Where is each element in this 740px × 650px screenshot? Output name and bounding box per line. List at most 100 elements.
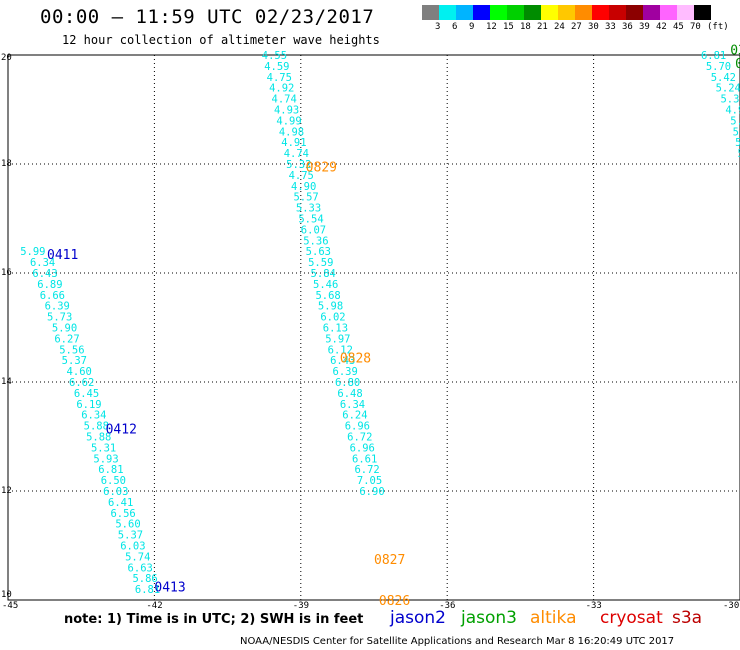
satellite-label-s3a: s3a	[672, 608, 703, 628]
wave-height-label: 6.81	[701, 50, 726, 62]
lat-tick-label: 14	[1, 377, 12, 387]
wave-height-label: 6.89	[37, 279, 62, 291]
legend-label: 3	[435, 22, 441, 32]
wave-height-label: 6.24	[342, 410, 367, 422]
legend-labels: 3 6 9 12 15 18 21 24 27 30 33 36 39 42 45 70 (ft)	[422, 20, 729, 34]
page-subtitle: 12 hour collection of altimeter wave hei…	[62, 33, 380, 47]
wave-height-label: 6.34	[81, 410, 106, 422]
wave-height-label: 5.3	[733, 126, 740, 138]
wave-height-label: 6.34	[340, 399, 365, 411]
wave-height-label: 6.39	[45, 301, 70, 313]
wave-height-label: 5.57	[293, 192, 318, 204]
legend-swatch	[541, 5, 558, 20]
legend-swatch	[490, 5, 507, 20]
wave-height-label: 5.84	[311, 268, 336, 280]
legend-swatch	[609, 5, 626, 20]
wave-height-label: 5.46	[313, 279, 338, 291]
legend-swatch	[422, 5, 439, 20]
wave-height-label: 5.6	[735, 137, 740, 149]
lon-tick-label: -39	[292, 601, 310, 611]
wave-height-label: 5.	[738, 148, 740, 160]
wave-height-label: 6.02	[320, 312, 345, 324]
wave-height-label: 4.90	[291, 181, 316, 193]
lon-tick-label: -30	[723, 601, 740, 611]
pass-time-label: 0411	[47, 248, 78, 263]
legend-label: 24	[554, 22, 565, 32]
wave-height-label: 5.86	[132, 573, 157, 585]
legend-label: 6	[452, 22, 458, 32]
wave-height-label: 6.27	[54, 333, 79, 345]
wave-height-label: 6.50	[101, 475, 126, 487]
legend-swatch	[456, 5, 473, 20]
pass-time-label: 0826	[379, 594, 410, 609]
lon-tick-label: -45	[2, 601, 19, 611]
legend-label: 70	[690, 22, 701, 32]
wave-height-label: 6.96	[350, 442, 375, 454]
legend-label: 18	[520, 22, 531, 32]
satellite-label-jason2: jason2	[390, 608, 446, 628]
wave-height-label: 4.98	[279, 126, 304, 138]
satellite-label-cryosat: cryosat	[600, 608, 663, 628]
wave-height-label: 4.75	[289, 170, 314, 182]
wave-height-label: 6.72	[354, 464, 379, 476]
wave-height-label: 6.56	[110, 508, 135, 520]
wave-height-label: 4.92	[269, 83, 294, 95]
wave-height-label: 5.33	[296, 203, 321, 215]
legend-label: 30	[588, 22, 599, 32]
lon-tick-label: -33	[585, 601, 602, 611]
map-border	[7, 54, 740, 601]
wave-height-label: 6.41	[108, 497, 133, 509]
wave-height-label: 6.12	[328, 344, 353, 356]
legend-swatch	[439, 5, 456, 20]
lat-tick-label: 12	[1, 486, 12, 496]
legend-swatch	[507, 5, 524, 20]
wave-height-label: 6.63	[128, 562, 153, 574]
wave-height-label: 6.43	[32, 268, 57, 280]
wave-height-label: 4.91	[281, 137, 306, 149]
legend-swatch	[473, 5, 490, 20]
map-plot: 5.996.346.436.896.666.395.735.906.275.56…	[7, 44, 740, 609]
wave-height-label: 5.36	[303, 235, 328, 247]
wave-height-label: 5.32	[720, 94, 740, 106]
wave-height-label: 6.81	[98, 464, 123, 476]
satellite-label-altika: altika	[530, 608, 577, 628]
lat-tick-label: 10	[1, 590, 12, 600]
legend-label: 9	[469, 22, 475, 32]
wave-height-label: 6.34	[30, 257, 55, 269]
wave-height-label: 5.99	[20, 246, 45, 258]
legend-label: 45	[673, 22, 684, 32]
legend-swatches	[422, 5, 711, 20]
pass-time-label: 0412	[106, 422, 137, 437]
wave-height-label: 5.24	[716, 83, 740, 95]
wave-height-label: 5.63	[306, 246, 331, 258]
legend-swatch	[626, 5, 643, 20]
lat-tick-label: 16	[1, 268, 12, 278]
wave-height-label: 5.60	[115, 519, 140, 531]
pass-time-label: 0413	[154, 580, 185, 595]
wave-height-label: 4.99	[276, 115, 301, 127]
wave-height-label: 5.74	[125, 551, 150, 563]
pass-time-label: 0	[735, 57, 740, 72]
wave-height-label: 5.31	[91, 442, 116, 454]
pass-time-label: 03	[730, 44, 740, 59]
wave-height-label: 4.60	[67, 366, 92, 378]
legend-swatch	[575, 5, 592, 20]
legend-swatch	[558, 5, 575, 20]
wave-height-label: 6.07	[301, 224, 326, 236]
wave-height-label: 6.72	[347, 432, 372, 444]
legend-swatch	[643, 5, 660, 20]
legend-label: 12	[486, 22, 497, 32]
wave-height-label: 6.43	[330, 355, 355, 367]
wave-height-label: 5.56	[59, 344, 84, 356]
lat-tick-label: 20	[1, 53, 12, 63]
wave-height-label: 7.05	[357, 475, 382, 487]
wave-height-label: 6.03	[103, 486, 128, 498]
wave-height-label: 5.42	[711, 72, 736, 84]
wave-height-label: 5.98	[318, 301, 343, 313]
satellite-label-jason3: jason3	[461, 608, 517, 628]
map-area: 5.99 6.34 6.43 6.89 6.66 6.39 5.73 5.90 6.27 5.56…	[7, 44, 740, 609]
wave-height-label: 6.66	[40, 290, 65, 302]
color-legend: 3 6 9 12 15 18 21 24 27 30 33 36 39 42 45 70 (ft)	[422, 5, 729, 34]
wave-height-label: 5.68	[315, 290, 340, 302]
lon-tick-label: -36	[439, 601, 456, 611]
